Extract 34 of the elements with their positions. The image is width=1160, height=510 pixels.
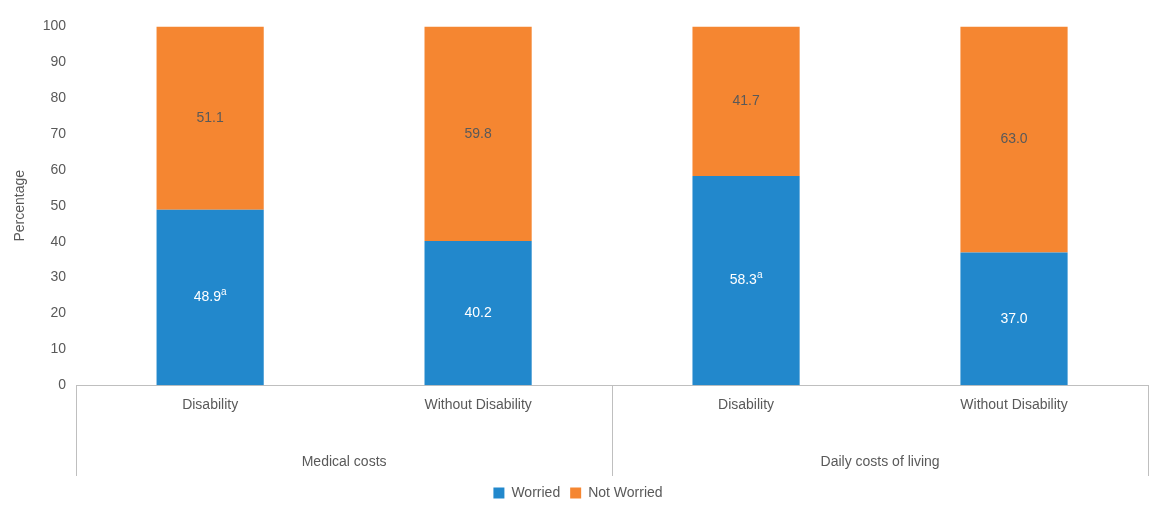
bar <box>692 26 800 177</box>
bar <box>960 26 1068 253</box>
text: Medical costs <box>301 452 387 469</box>
data-label: 37.0 <box>1000 309 1028 326</box>
y-tick-label: 90 <box>50 53 67 70</box>
data-label: 63.0 <box>1000 130 1028 147</box>
data-label: 40.2 <box>464 303 492 320</box>
bar <box>156 209 264 386</box>
y-tick-label: 30 <box>50 268 67 285</box>
legend-label: Worried <box>511 483 561 500</box>
data-label: 59.8 <box>464 124 492 141</box>
bar <box>424 26 532 241</box>
y-tick-label: 100 <box>42 17 67 34</box>
legend-label: Not Worried <box>588 483 663 500</box>
y-axis-title: Percentage <box>11 169 28 242</box>
data-label: 51.1 <box>196 108 224 125</box>
y-tick-label: 20 <box>50 304 67 321</box>
x-tick-label: Disability <box>182 396 239 413</box>
x-tick-label: Disability <box>718 396 775 413</box>
x-tick-label: Without Disability <box>424 396 532 413</box>
y-tick-label: 60 <box>50 160 67 177</box>
y-tick-label: 70 <box>50 124 67 141</box>
y-tick-label: 50 <box>50 196 67 213</box>
x-tick-label: Without Disability <box>960 396 1068 413</box>
bar <box>960 252 1068 386</box>
y-tick-label: 0 <box>58 376 67 393</box>
bar <box>156 26 264 210</box>
y-tick-label: 80 <box>50 89 67 106</box>
bar <box>692 176 800 386</box>
y-tick-label: 40 <box>50 232 67 249</box>
y-tick-label: 10 <box>50 340 67 357</box>
text: Daily costs of living <box>820 452 940 469</box>
data-label: 41.7 <box>732 92 760 109</box>
bar <box>424 240 532 386</box>
